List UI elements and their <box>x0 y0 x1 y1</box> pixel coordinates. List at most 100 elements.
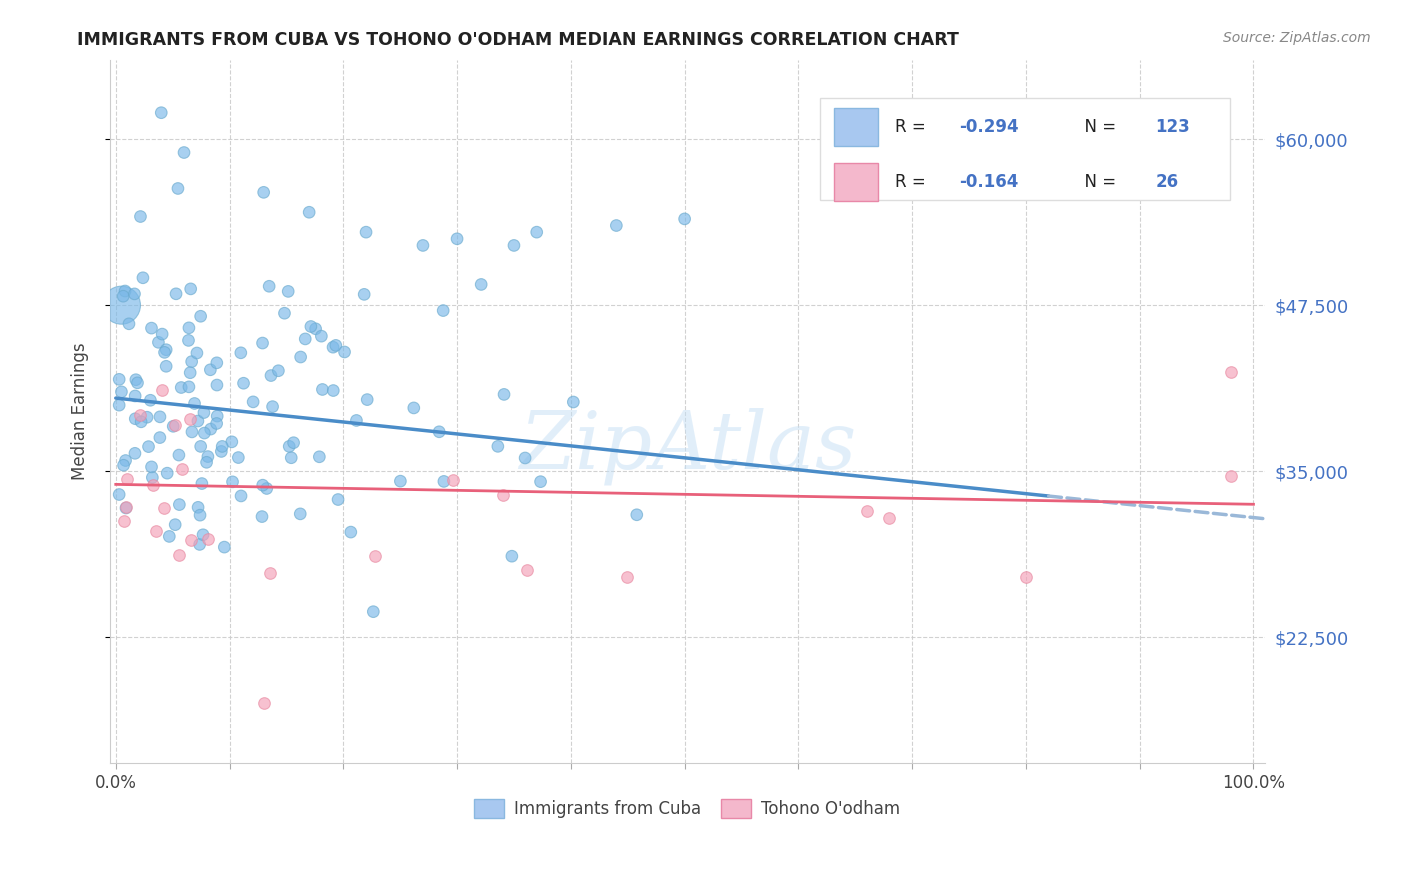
Point <box>197 532 219 546</box>
Point <box>180 354 202 368</box>
Point <box>110 298 132 312</box>
Point <box>167 448 190 462</box>
Point <box>322 384 344 398</box>
Point <box>127 376 149 390</box>
Point <box>308 450 330 464</box>
Point <box>129 409 152 423</box>
Point <box>187 500 209 515</box>
Point <box>167 548 190 562</box>
Point <box>326 492 349 507</box>
Point <box>290 350 312 364</box>
Point <box>195 455 218 469</box>
Point <box>138 440 160 454</box>
Point <box>252 478 274 492</box>
Point <box>364 549 387 564</box>
Point <box>492 387 515 401</box>
Point <box>141 321 163 335</box>
Point <box>186 346 208 360</box>
Point <box>283 435 305 450</box>
Point <box>221 475 243 489</box>
Point <box>616 570 638 584</box>
Point <box>108 398 131 412</box>
Point <box>150 327 173 342</box>
Point <box>148 335 170 350</box>
Point <box>177 380 200 394</box>
Point <box>280 450 302 465</box>
Point <box>516 563 538 577</box>
Text: 26: 26 <box>1156 173 1178 191</box>
Point <box>354 225 377 239</box>
Point <box>183 396 205 410</box>
Point <box>322 340 344 354</box>
Point <box>333 345 356 359</box>
Point <box>257 279 280 293</box>
Point <box>325 338 347 352</box>
Point <box>141 470 163 484</box>
FancyBboxPatch shape <box>820 98 1230 201</box>
Point <box>205 409 228 423</box>
Point <box>311 383 333 397</box>
Legend: Immigrants from Cuba, Tohono O'odham: Immigrants from Cuba, Tohono O'odham <box>468 793 907 825</box>
Text: N =: N = <box>1074 118 1122 136</box>
Point <box>209 444 232 458</box>
Point <box>356 392 378 407</box>
Point <box>562 395 585 409</box>
Point <box>214 540 236 554</box>
Point <box>153 500 176 515</box>
Point <box>139 393 162 408</box>
Point <box>228 450 250 465</box>
Point <box>278 439 301 453</box>
Point <box>181 425 204 439</box>
Point <box>1219 365 1241 379</box>
Text: 123: 123 <box>1156 118 1189 136</box>
Point <box>605 219 627 233</box>
Point <box>470 277 492 292</box>
Point <box>197 450 219 464</box>
Point <box>177 334 200 348</box>
Point <box>273 306 295 320</box>
Point <box>150 383 173 397</box>
Point <box>412 238 434 252</box>
Point <box>170 462 193 476</box>
Point <box>110 384 132 399</box>
Point <box>259 566 281 581</box>
Point <box>145 524 167 538</box>
Point <box>142 478 165 492</box>
Point <box>353 287 375 301</box>
Point <box>200 363 222 377</box>
Point <box>132 270 155 285</box>
Point <box>108 487 131 501</box>
Point <box>260 368 283 383</box>
Point <box>513 450 536 465</box>
Point <box>290 507 312 521</box>
Point <box>492 488 515 502</box>
Text: -0.294: -0.294 <box>959 118 1018 136</box>
Point <box>256 482 278 496</box>
Text: R =: R = <box>896 173 931 191</box>
Point <box>124 286 146 301</box>
Point <box>169 498 191 512</box>
Y-axis label: Median Earnings: Median Earnings <box>72 343 89 480</box>
Point <box>179 366 201 380</box>
Point <box>389 474 412 488</box>
Point <box>193 425 215 440</box>
Point <box>170 380 193 394</box>
Point <box>180 282 202 296</box>
Text: IMMIGRANTS FROM CUBA VS TOHONO O'ODHAM MEDIAN EARNINGS CORRELATION CHART: IMMIGRANTS FROM CUBA VS TOHONO O'ODHAM M… <box>77 31 959 49</box>
Point <box>1219 468 1241 483</box>
Point <box>136 410 159 425</box>
Point <box>124 411 146 425</box>
Point <box>432 303 454 318</box>
Point <box>141 459 163 474</box>
Point <box>526 225 548 239</box>
Point <box>179 412 201 426</box>
Point <box>112 514 135 528</box>
Point <box>340 525 363 540</box>
Point <box>112 289 135 303</box>
Point <box>165 286 187 301</box>
Point <box>262 400 284 414</box>
Point <box>190 310 212 324</box>
Point <box>200 422 222 436</box>
Point <box>229 346 252 360</box>
Point <box>277 285 299 299</box>
